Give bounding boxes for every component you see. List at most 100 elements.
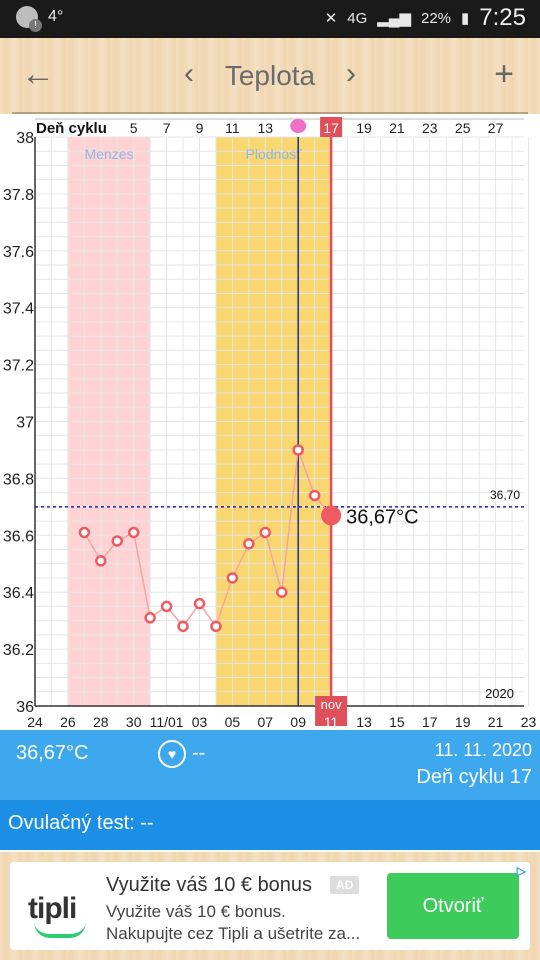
x-tick-label: 13 bbox=[356, 714, 372, 730]
signal-icon: ▂▄▆ bbox=[377, 10, 411, 27]
notification-icon bbox=[16, 6, 42, 32]
temperature-point bbox=[308, 489, 321, 502]
year-label: 2020 bbox=[485, 686, 514, 701]
cycle-day-tick: 23 bbox=[422, 120, 438, 136]
temperature-point bbox=[160, 600, 173, 613]
heart-value: -- bbox=[192, 742, 206, 764]
selected-cycle-day: Deň cyklu 17 bbox=[416, 766, 532, 788]
x-tick-label: 11/01 bbox=[150, 714, 184, 730]
ad-open-button[interactable]: Otvoriť bbox=[387, 873, 519, 939]
y-tick-label: 37.8 bbox=[3, 187, 34, 204]
app-bar: ← ‹ Teplota › + bbox=[0, 38, 540, 114]
temperature-point bbox=[144, 612, 156, 624]
ovulation-test-row[interactable]: Ovulačný test: -- bbox=[0, 800, 540, 850]
mute-icon: ✕ bbox=[324, 10, 338, 27]
current-temperature-label: 36,67°C bbox=[346, 506, 419, 528]
adchoices-icon[interactable]: ▷ bbox=[516, 864, 526, 878]
y-tick-label: 37 bbox=[16, 415, 34, 432]
temperature-point bbox=[193, 597, 206, 610]
temperature-point bbox=[292, 444, 304, 456]
current-temperature-point bbox=[321, 505, 342, 526]
temperature-point bbox=[111, 535, 123, 547]
temperature-chart[interactable]: Menzes Plodnosť 36 36.2 36.4 36.6 36.8 37 37.2 37… bbox=[0, 114, 540, 730]
x-tick-label: 07 bbox=[258, 714, 274, 730]
ad-area: tipli Využite váš 10 € bonus AD Využite … bbox=[0, 852, 540, 960]
next-button[interactable]: › bbox=[334, 52, 368, 96]
current-date-tick: 11 bbox=[324, 714, 339, 730]
month-label: nov bbox=[321, 697, 342, 712]
x-tick-label: 03 bbox=[192, 714, 208, 730]
y-tick-label: 36 bbox=[16, 699, 34, 716]
temperature-point bbox=[210, 620, 222, 633]
ad-body-line1: Využite váš 10 € bonus. bbox=[106, 902, 286, 921]
ad-brand-logo: tipli bbox=[28, 892, 77, 925]
ovulation-marker-icon bbox=[290, 119, 307, 133]
current-cycle-day: 17 bbox=[323, 120, 339, 136]
cycle-day-tick: 11 bbox=[225, 120, 240, 136]
cycle-day-tick: 5 bbox=[130, 120, 138, 136]
add-button[interactable]: + bbox=[484, 52, 524, 96]
x-tick-label: 21 bbox=[488, 714, 504, 730]
y-tick-label: 36.2 bbox=[3, 642, 34, 659]
x-tick-label: 24 bbox=[27, 714, 43, 730]
ad-body-line2: Nakupujte cez Tipli a ušetrite za... bbox=[106, 924, 361, 943]
temperature-point bbox=[276, 586, 288, 598]
y-tick-label: 37.2 bbox=[3, 358, 34, 375]
cycle-day-tick: 19 bbox=[356, 120, 372, 136]
temperature-point bbox=[95, 555, 107, 567]
ad-headline: Využite váš 10 € bonus bbox=[106, 874, 313, 896]
y-tick-label: 38 bbox=[16, 130, 34, 147]
cycle-day-tick: 13 bbox=[258, 120, 274, 136]
chevron-left-icon: ‹ bbox=[184, 57, 194, 90]
x-tick-label: 15 bbox=[389, 714, 405, 730]
temperature-point bbox=[78, 526, 91, 539]
x-tick-label: 19 bbox=[455, 714, 471, 730]
x-tick-label: 23 bbox=[521, 714, 537, 730]
arrow-left-icon: ← bbox=[21, 55, 55, 93]
info-panel: 36,67°C ♥ -- 11. 11. 2020 Deň cyklu 17 bbox=[0, 730, 540, 800]
y-tick-label: 37.6 bbox=[3, 244, 34, 261]
ad-tag: AD bbox=[330, 876, 360, 894]
ovulation-test-label: Ovulačný test: -- bbox=[8, 812, 154, 834]
cycle-day-tick: 7 bbox=[163, 120, 171, 136]
menses-label: Menzes bbox=[85, 146, 134, 162]
temperature-point bbox=[243, 538, 255, 550]
x-tick-label: 05 bbox=[225, 714, 241, 730]
x-tick-label: 09 bbox=[290, 714, 306, 730]
x-tick-label: 30 bbox=[126, 714, 142, 730]
network-type: 4G bbox=[347, 9, 368, 27]
cycle-day-tick: 27 bbox=[488, 120, 504, 136]
cycle-day-tick: 25 bbox=[455, 120, 471, 136]
appbar-divider bbox=[12, 112, 528, 114]
status-bar: 4° ✕ 4G ▂▄▆ 22% ▮ 7:25 bbox=[0, 0, 540, 38]
x-tick-label: 17 bbox=[422, 714, 438, 730]
cycle-day-tick: 21 bbox=[389, 120, 405, 136]
temperature-point bbox=[259, 526, 272, 539]
previous-button[interactable]: ‹ bbox=[172, 52, 206, 96]
y-tick-label: 37.4 bbox=[3, 301, 34, 318]
battery-level: 22% bbox=[420, 9, 452, 27]
page-title: Teplota bbox=[224, 60, 316, 91]
x-tick-label: 28 bbox=[93, 714, 109, 730]
current-cycle-badge bbox=[320, 117, 343, 137]
back-button[interactable]: ← bbox=[18, 52, 58, 96]
temperature-line bbox=[83, 449, 332, 628]
cycle-day-tick: 9 bbox=[196, 120, 204, 136]
heart-icon[interactable]: ♥ bbox=[158, 740, 186, 768]
fertile-label: Plodnosť bbox=[246, 146, 303, 162]
y-tick-label: 36.6 bbox=[3, 528, 34, 545]
y-tick-label: 36.4 bbox=[3, 585, 34, 602]
x-tick-label: 26 bbox=[60, 714, 76, 730]
plus-icon: + bbox=[494, 55, 514, 93]
current-date-badge bbox=[315, 696, 348, 726]
coverline-label: 36,70 bbox=[490, 488, 520, 502]
y-tick-label: 36.8 bbox=[3, 471, 34, 488]
weather-temp: 4° bbox=[48, 8, 64, 25]
selected-date: 11. 11. 2020 bbox=[434, 740, 532, 760]
cycle-header: Deň cyklu bbox=[36, 120, 107, 137]
temperature-point bbox=[177, 620, 189, 633]
ad-banner[interactable]: tipli Využite váš 10 € bonus AD Využite … bbox=[10, 862, 530, 950]
clock: 7:25 bbox=[479, 4, 526, 31]
chevron-right-icon: › bbox=[346, 57, 356, 90]
battery-icon: ▮ bbox=[461, 10, 470, 27]
